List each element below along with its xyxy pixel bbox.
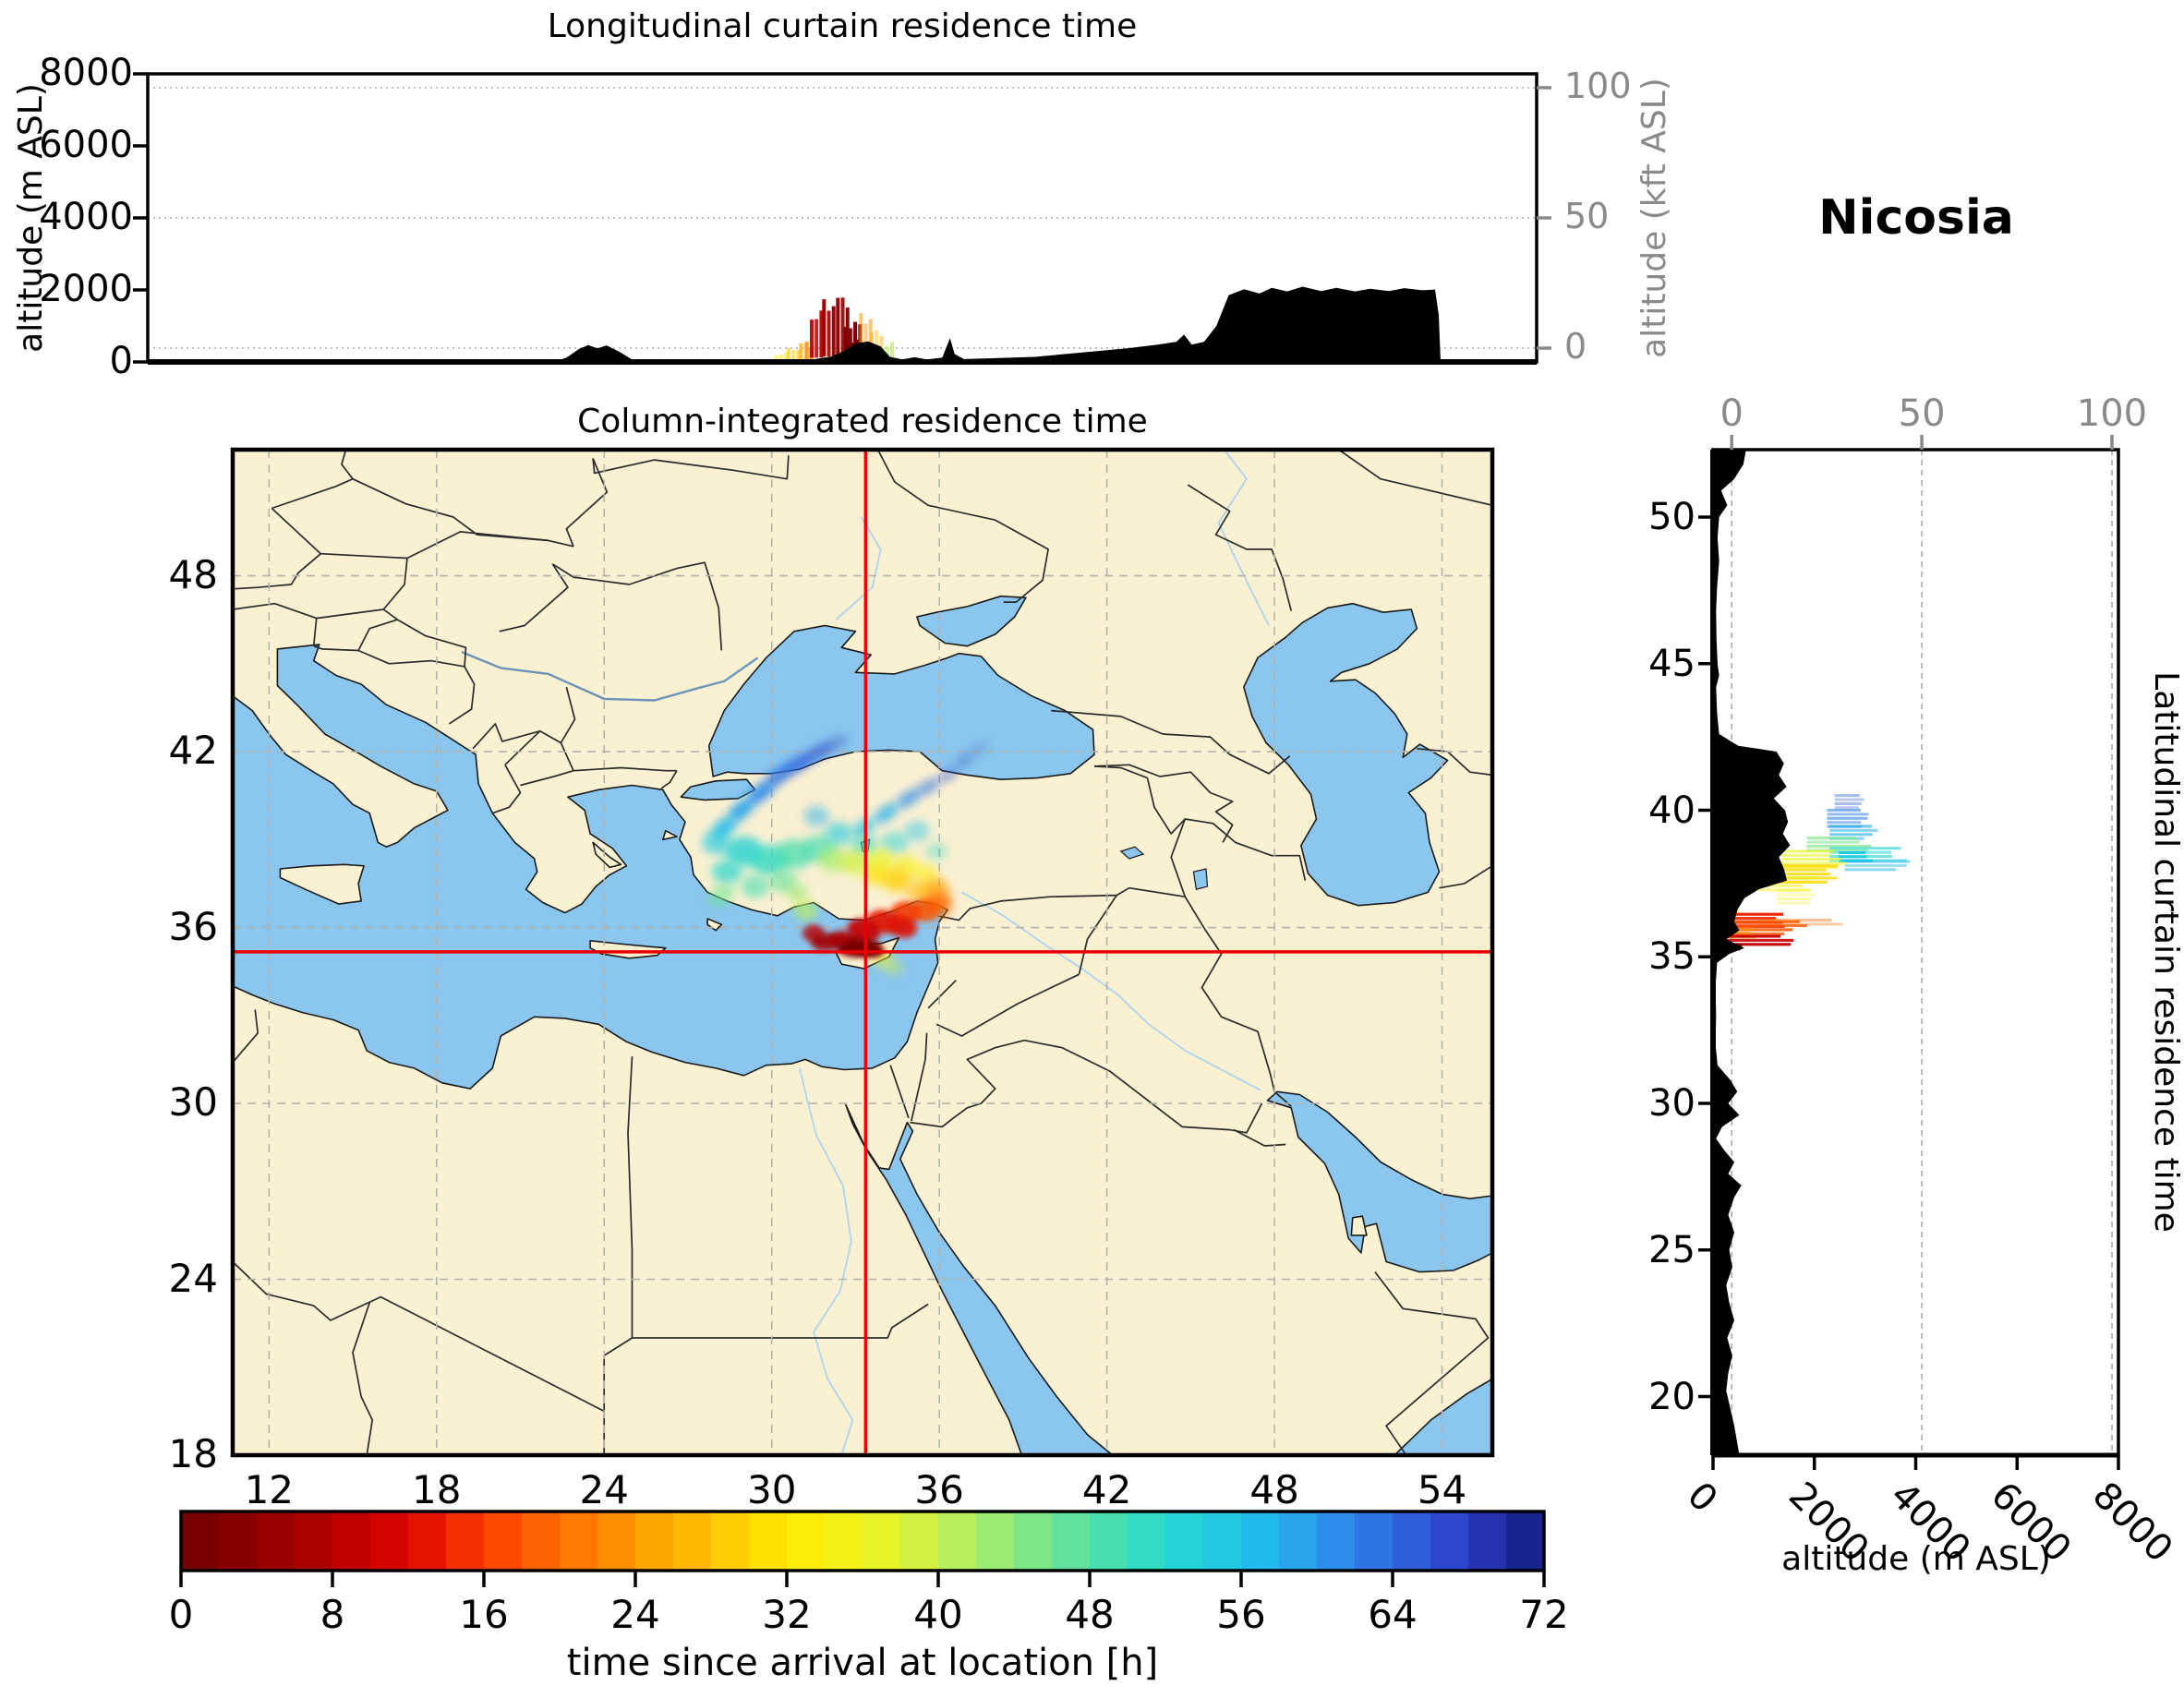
map-lon-tick-label: 36 <box>914 1467 964 1512</box>
right-panel-lat-tick-label: 35 <box>1648 935 1695 979</box>
right-panel-lat-tick-label: 20 <box>1648 1375 1695 1418</box>
top-panel-ytick-label: 8000 <box>39 52 133 94</box>
latitudinal-curtain-plot <box>1698 435 2120 1470</box>
colorbar-tick-label: 24 <box>610 1592 660 1637</box>
map-lat-tick-label: 42 <box>168 728 218 774</box>
right-panel-lat-tick-label: 30 <box>1648 1082 1695 1125</box>
colorbar-tick-label: 16 <box>459 1592 509 1637</box>
map-lon-tick-label: 42 <box>1081 1467 1132 1512</box>
station-name-label: Nicosia <box>1818 190 2014 246</box>
top-panel-ytick-label: 6000 <box>39 124 133 166</box>
right-panel-kft-tick-label: 100 <box>2076 392 2148 435</box>
top-panel-ytick-label: 2000 <box>39 268 133 310</box>
map-lon-tick-label: 54 <box>1417 1467 1467 1512</box>
colorbar-tick-label: 64 <box>1368 1592 1418 1637</box>
right-panel-kft-tick-label: 50 <box>1898 392 1946 435</box>
colorbar-tick-label: 40 <box>913 1592 963 1637</box>
right-panel-lat-tick-label: 40 <box>1648 789 1695 832</box>
colorbar-tick-label: 56 <box>1216 1592 1266 1637</box>
latitudinal-curtain-title: Latitudinal curtain residence time <box>2147 671 2184 1233</box>
map-lat-tick-label: 30 <box>168 1079 218 1125</box>
longitudinal-curtain-plot <box>133 72 1551 365</box>
right-panel-kft-tick-label: 0 <box>1719 392 1744 435</box>
map-lat-tick-label: 24 <box>168 1255 218 1301</box>
colorbar-tick-label: 0 <box>168 1592 194 1637</box>
longitudinal-curtain-title: Longitudinal curtain residence time <box>547 7 1138 45</box>
colorbar-tick-label: 32 <box>762 1592 812 1637</box>
right-panel-lat-tick-label: 25 <box>1648 1228 1695 1271</box>
map-title: Column-integrated residence time <box>577 403 1148 440</box>
top-panel-ytick-label: 0 <box>109 340 133 382</box>
map-lon-tick-label: 18 <box>412 1467 462 1512</box>
time-colorbar <box>179 1510 1546 1587</box>
top-panel-ytick-label: 4000 <box>39 196 133 238</box>
top-panel-kft-tick-label: 0 <box>1564 326 1587 367</box>
colorbar-tick-label: 48 <box>1065 1592 1115 1637</box>
right-panel-lat-tick-label: 45 <box>1648 642 1695 685</box>
map-lon-tick-label: 24 <box>579 1467 629 1512</box>
colorbar-tick-label: 8 <box>320 1592 345 1637</box>
map-lon-tick-label: 48 <box>1249 1467 1299 1512</box>
map-lon-tick-label: 30 <box>746 1467 797 1512</box>
map-lat-tick-label: 18 <box>168 1431 218 1476</box>
right-panel-xlabel: altitude (m ASL) <box>1781 1540 2051 1578</box>
column-integrated-map <box>230 447 1495 1458</box>
top-panel-kft-tick-label: 50 <box>1564 196 1610 236</box>
map-lat-tick-label: 48 <box>168 551 218 597</box>
right-panel-lat-tick-label: 50 <box>1648 496 1695 539</box>
map-lat-tick-label: 36 <box>168 903 218 949</box>
map-lon-tick-label: 12 <box>244 1467 295 1512</box>
colorbar-tick-label: 72 <box>1519 1592 1569 1637</box>
colorbar-label: time since arrival at location [h] <box>566 1642 1159 1684</box>
top-panel-kft-tick-label: 100 <box>1564 65 1632 106</box>
